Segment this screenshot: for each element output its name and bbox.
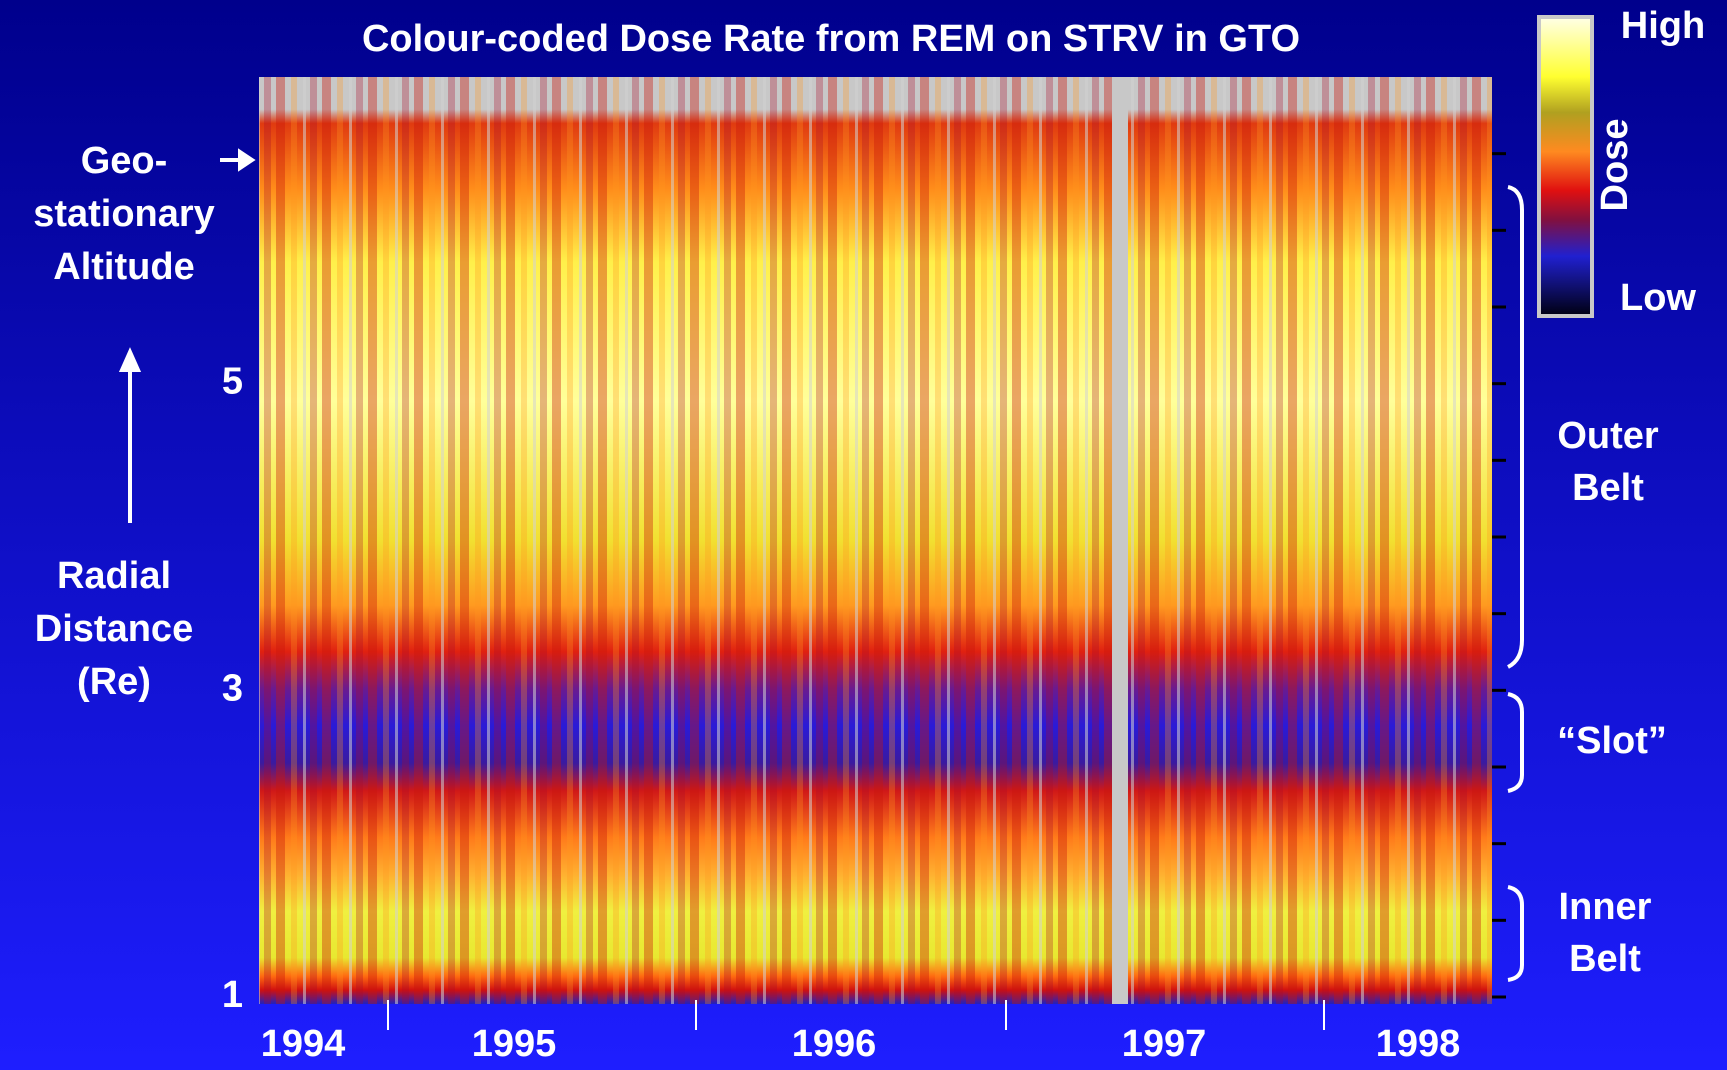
slot-label: “Slot”: [1557, 720, 1667, 762]
y-tick-label: 5: [222, 361, 243, 403]
y-axis-label: (Re): [77, 661, 151, 703]
slot-brace: [1507, 692, 1524, 793]
x-tick-label: 1995: [472, 1023, 557, 1065]
geo-label: Geo-: [81, 140, 168, 182]
annotation-graphics: [118, 148, 1524, 982]
geo-arrowhead: [238, 148, 256, 172]
colorbar-high: High: [1621, 5, 1705, 47]
outer-belt-label: Belt: [1572, 467, 1644, 509]
outer-brace: [1507, 185, 1524, 669]
y-axis-label: Distance: [35, 608, 193, 650]
geo-label: stationary: [33, 193, 215, 235]
up-arrowhead: [118, 347, 142, 372]
outer-belt-label: Outer: [1557, 415, 1659, 457]
x-tick-label: 1997: [1122, 1023, 1207, 1065]
colorbar-low: Low: [1620, 277, 1696, 319]
inner-belt-label: Inner: [1559, 886, 1652, 928]
x-tick-label: 1994: [261, 1023, 346, 1065]
colorbar: [1537, 15, 1594, 318]
x-tick-label: 1996: [792, 1023, 877, 1065]
y-axis-label: Radial: [57, 555, 171, 597]
geo-label: Altitude: [53, 246, 194, 288]
data-gap: [1112, 77, 1128, 1004]
y-tick-label: 3: [222, 667, 243, 709]
x-tick-label: 1998: [1376, 1023, 1461, 1065]
chart-title: Colour-coded Dose Rate from REM on STRV …: [362, 18, 1300, 60]
y-tick-label: 1: [222, 974, 243, 1016]
inner-brace: [1507, 885, 1524, 982]
heatmap-streaks: [259, 77, 1492, 1004]
inner-belt-label: Belt: [1569, 938, 1641, 980]
colorbar-title: Dose: [1594, 119, 1636, 212]
